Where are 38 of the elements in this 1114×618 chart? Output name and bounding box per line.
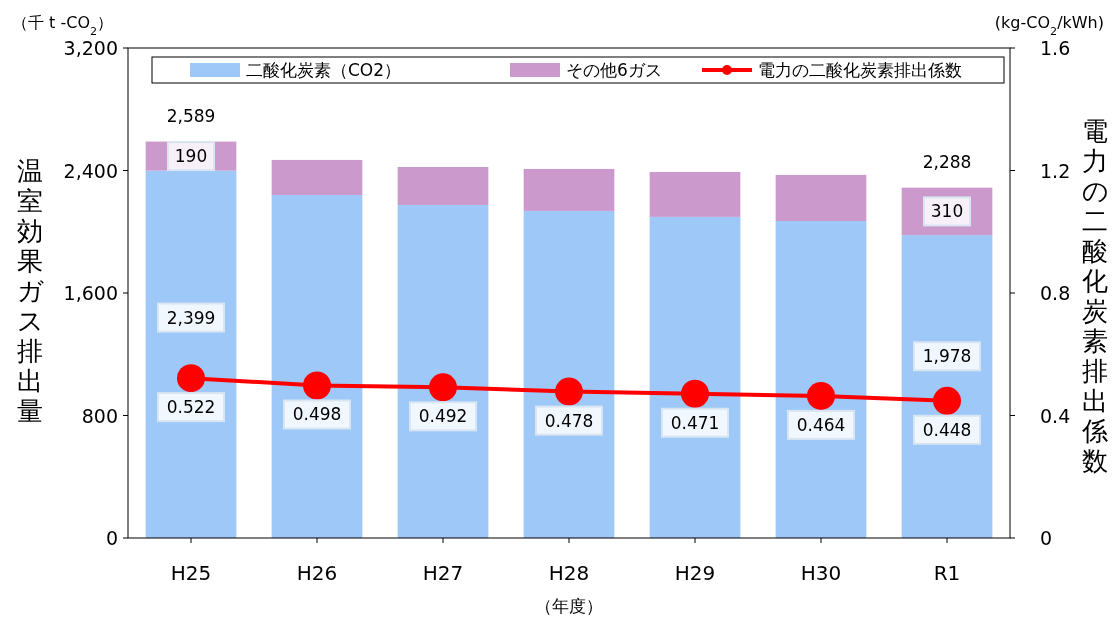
y-tick-label: 3,200 — [63, 37, 118, 59]
y-tick-label: 1,600 — [63, 282, 118, 304]
text: (kg-CO$_{2}$/kWh) — [994, 13, 1104, 38]
y2-tick-label: 0 — [1040, 527, 1053, 549]
data-label: 0.448 — [922, 419, 972, 440]
data-label: 1,978 — [922, 346, 972, 367]
data-label: 0.498 — [292, 404, 342, 425]
x-tick-label: H25 — [170, 561, 212, 585]
x-tick-label: H28 — [548, 561, 590, 585]
text: （千 t -CO$_{2}$） — [12, 13, 114, 38]
y2-tick-label: 0.8 — [1040, 282, 1071, 304]
total-label: 2,288 — [922, 151, 972, 172]
x-tick-label: H26 — [296, 561, 338, 585]
y-tick-label: 800 — [81, 404, 118, 427]
data-label: 190 — [174, 146, 208, 167]
total-label: 2,589 — [166, 105, 216, 126]
y2-tick-label: 1.2 — [1040, 159, 1071, 182]
data-label: 0.492 — [418, 406, 468, 427]
x-axis-title: （年度） — [535, 596, 603, 616]
x-tick-label: R1 — [933, 561, 961, 585]
data-label: 2,399 — [166, 307, 216, 328]
data-label: 0.471 — [670, 412, 720, 433]
x-tick-label: H30 — [800, 561, 842, 585]
y2-tick-label: 1.6 — [1040, 37, 1071, 59]
legend-label: その他6ガス — [566, 60, 662, 80]
data-label: 0.464 — [796, 414, 846, 435]
text: 温室効果ガス排出量 — [16, 156, 44, 426]
data-label: 0.478 — [544, 410, 594, 431]
y-tick-label: 2,400 — [63, 159, 118, 182]
legend-label: 二酸化炭素（CO2） — [246, 60, 402, 80]
y2-tick-label: 0.4 — [1040, 404, 1071, 427]
data-label: 310 — [930, 201, 964, 222]
y-tick-label: 0 — [105, 527, 118, 549]
legend-label: 電力の二酸化炭素排出係数 — [758, 60, 962, 80]
data-label: 0.522 — [166, 397, 216, 418]
x-tick-label: H27 — [422, 561, 464, 585]
x-tick-label: H29 — [674, 561, 716, 585]
text: 電力の二酸化炭素排出係数 — [1081, 116, 1109, 476]
